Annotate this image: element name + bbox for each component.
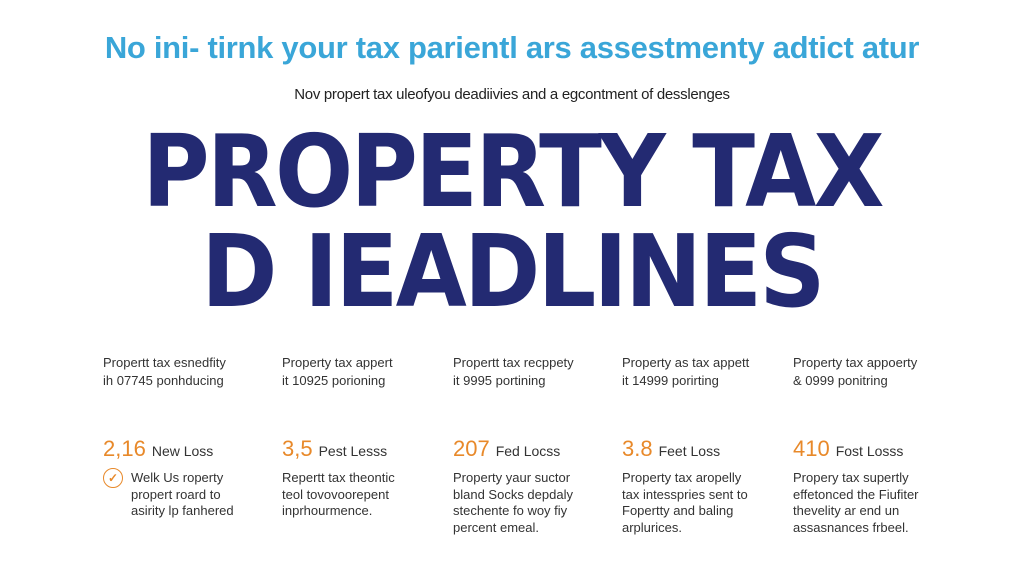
stat-label: New Loss (151, 443, 214, 459)
description-line: percent emeal. (453, 519, 539, 535)
column-description: Property tax aropelly tax intesspries sen… (622, 470, 792, 536)
intro-line: & 0999 ponitring (793, 373, 888, 388)
headline-line-1: PROPERTY TAX (142, 113, 884, 230)
description-line: Welk Us roperty (131, 470, 224, 485)
info-column: Property tax appoerty & 0999 ponitring 4… (793, 354, 963, 536)
stat-label: Fost Losss (835, 443, 904, 459)
description-line: bland Socks depdaly (453, 486, 573, 502)
stat: 2,16 New Loss (103, 436, 273, 462)
subtitle: Nov propert tax uleofyou deadiivies and … (294, 86, 730, 103)
description-line: asirity lp fanhered (131, 503, 234, 518)
stat: 3.8 Feet Loss (622, 436, 792, 462)
description-line: Fopertty and baling (622, 503, 734, 518)
column-description: Property yaur suctor bland Socks depdaly s… (453, 470, 623, 536)
description-line: thevelity ar end un (793, 503, 900, 518)
intro-line: Property tax appert (282, 355, 393, 370)
description-line: Property tax aropelly (622, 470, 742, 485)
description-line: teol tovovoorepent (282, 486, 389, 502)
description-line: propert roard to (131, 486, 221, 502)
stat-label: Pest Lesss (318, 443, 388, 459)
info-column: Property tax appert it 10925 porioning 3… (282, 354, 452, 520)
stat-label: Feet Loss (658, 443, 721, 459)
check-circle-icon: ✓ (103, 468, 123, 488)
stat: 410 Fost Losss (793, 436, 963, 462)
column-intro: Propertt tax recppety it 9995 portining (453, 354, 623, 390)
description-line: arplurices. (622, 519, 682, 535)
description-line: Propery tax supertly (793, 470, 909, 485)
description-line: effetonced the Fiufiter (793, 486, 919, 502)
stat: 3,5 Pest Lesss (282, 436, 452, 462)
description-line: Property yaur suctor (453, 470, 571, 485)
headline-line-2: D IEADLINES (201, 213, 825, 330)
intro-line: Property as tax appett (622, 355, 750, 370)
description-line: inprhourmence. (282, 503, 373, 518)
intro-line: Propertt tax esnedfity (103, 355, 226, 370)
column-intro: Property tax appert it 10925 porioning (282, 354, 452, 390)
intro-line: it 14999 porirting (622, 373, 719, 388)
column-description: Propery tax supertly effetonced the Fiufi… (793, 470, 963, 536)
description-line: Repertt tax theontic (282, 470, 395, 485)
description-line: stechente fo woy fiy (453, 503, 568, 518)
stat-number: 3,5 (282, 436, 313, 461)
info-column: Propertt tax recppety it 9995 portining … (453, 354, 623, 536)
top-heading: No ini- tirnk your tax parientl ars asse… (104, 30, 920, 65)
stat-label: Fed Locss (495, 443, 561, 459)
description-line: tax intesspries sent to (622, 486, 748, 502)
stat-number: 3.8 (622, 436, 653, 461)
column-description: ✓ Welk Us roperty propert roard to asirity… (103, 468, 273, 520)
description-line: assasnances frbeel. (793, 519, 909, 535)
column-intro: Property as tax appett it 14999 porirtin… (622, 354, 792, 390)
intro-line: it 10925 porioning (282, 373, 386, 388)
info-column: Property as tax appett it 14999 porirtin… (622, 354, 792, 536)
column-intro: Propertt tax esnedfity ih 07745 ponhduci… (103, 354, 273, 390)
stat-number: 410 (793, 436, 830, 461)
stat: 207 Fed Locss (453, 436, 623, 462)
info-column: Propertt tax esnedfity ih 07745 ponhduci… (103, 354, 273, 520)
column-intro: Property tax appoerty & 0999 ponitring (793, 354, 963, 390)
intro-line: ih 07745 ponhducing (103, 373, 224, 388)
stat-number: 207 (453, 436, 490, 461)
intro-line: Property tax appoerty (793, 355, 918, 370)
stat-number: 2,16 (103, 436, 146, 461)
intro-line: Propertt tax recppety (453, 355, 574, 370)
intro-line: it 9995 portining (453, 373, 546, 388)
column-description: Repertt tax theontic teol tovovoorepent in… (282, 470, 452, 520)
